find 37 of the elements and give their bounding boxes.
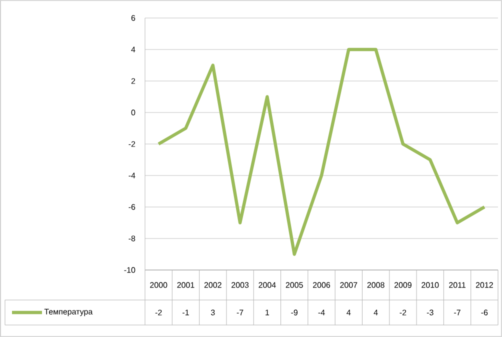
data-label: 1 — [266, 310, 270, 316]
data-label: -9 — [291, 310, 298, 316]
y-tick-label: 4 — [131, 46, 136, 52]
data-label: -4 — [318, 310, 325, 316]
y-tick-label: 6 — [131, 15, 136, 21]
data-label: -2 — [155, 310, 162, 316]
data-label: -7 — [236, 310, 244, 316]
y-tick-label: -10 — [124, 267, 136, 273]
line-series — [156, 48, 486, 256]
x-tick-label: 2001 — [177, 282, 194, 288]
x-tick-label: 2003 — [232, 282, 249, 288]
y-tick-label: -4 — [128, 172, 136, 178]
data-label: -2 — [400, 310, 406, 316]
x-tick-label: 2008 — [367, 282, 384, 288]
x-tick-label: 2006 — [313, 282, 330, 288]
data-label: -3 — [426, 310, 434, 316]
data-label: -1 — [182, 310, 189, 316]
x-tick-label: 2011 — [449, 282, 466, 288]
y-tick-label: -6 — [128, 204, 136, 210]
x-tick-label: 2004 — [258, 282, 276, 288]
x-tick-label: 2007 — [340, 282, 358, 288]
x-tick-label: 2005 — [286, 282, 303, 288]
y-tick-label: 0 — [131, 110, 136, 116]
x-tick-label: 2010 — [422, 282, 439, 288]
x-tick-label: 2000 — [150, 282, 168, 288]
legend-label: Температура — [44, 308, 93, 316]
y-tick-label: -8 — [128, 236, 136, 242]
data-label: 3 — [210, 310, 215, 316]
y-tick-label: 2 — [131, 78, 136, 84]
data-label: -7 — [454, 310, 460, 316]
x-tick-label: 2009 — [394, 282, 412, 288]
x-tick-label: 2012 — [476, 282, 493, 288]
data-label: 4 — [374, 310, 378, 316]
x-tick-label: 2002 — [204, 282, 222, 288]
data-label: 4 — [346, 310, 351, 316]
data-label: -6 — [481, 310, 488, 316]
y-tick-label: -2 — [128, 141, 136, 147]
